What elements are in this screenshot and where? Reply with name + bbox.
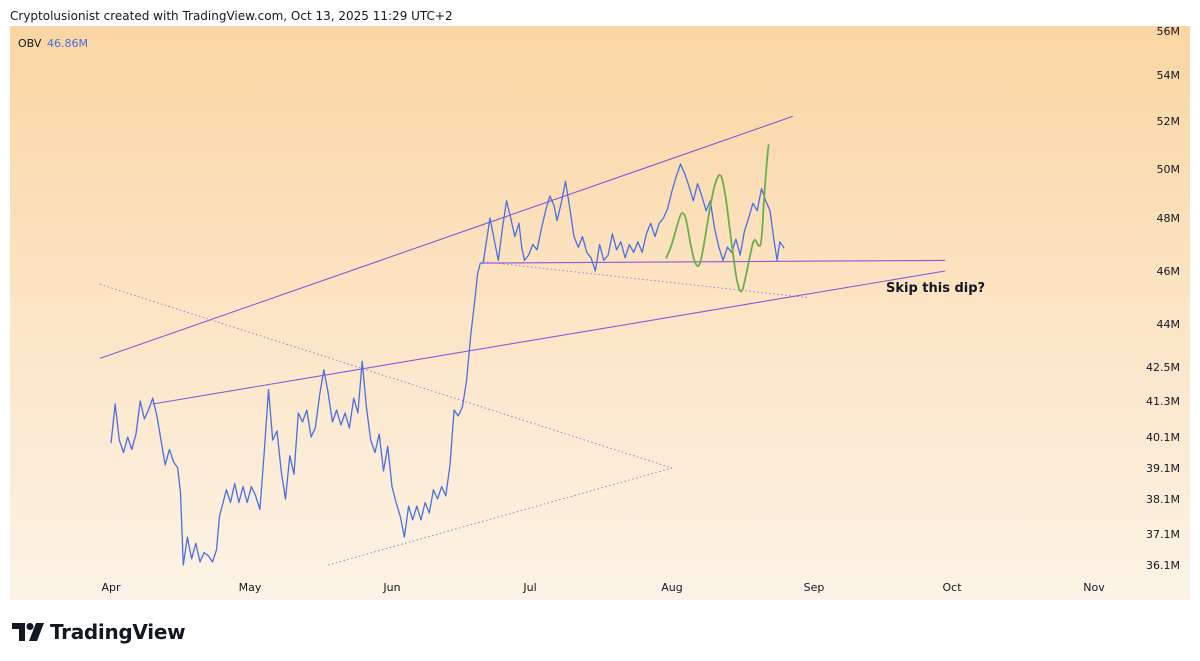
legend-series-name: OBV	[18, 37, 42, 50]
y-tick-label: 36.1M	[1146, 559, 1180, 572]
trendline-3	[483, 259, 946, 264]
tradingview-logo-icon	[12, 623, 44, 641]
y-tick-label: 44M	[1157, 318, 1181, 331]
y-tick-label: 42.5M	[1146, 361, 1180, 374]
y-tick-label: 38.1M	[1146, 493, 1180, 506]
chart-area[interactable]: 36.1M 37.1M 38.1M 39.1M 40.1M 41.3M 42.5M 44M 46…	[10, 26, 1190, 600]
y-tick-label: 48M	[1157, 212, 1181, 225]
y-tick-label: 54M	[1157, 69, 1181, 82]
obv-chart[interactable]: 36.1M 37.1M 38.1M 39.1M 40.1M 41.3M 42.5M 44M 46…	[10, 26, 1190, 600]
y-tick-label: 37.1M	[1146, 528, 1180, 541]
x-tick-label: Oct	[942, 581, 962, 594]
y-tick-label: 39.1M	[1146, 462, 1180, 475]
tradingview-brand: TradingView	[12, 618, 186, 646]
y-tick-label: 41.3M	[1146, 395, 1180, 408]
y-tick-label: 46M	[1157, 265, 1181, 278]
x-tick-label: Sep	[804, 581, 825, 594]
trendline-1	[99, 115, 793, 359]
x-tick-label: Aug	[661, 581, 682, 594]
x-tick-label: Nov	[1083, 581, 1105, 594]
y-tick-label: 40.1M	[1146, 431, 1180, 444]
x-tick-label: May	[239, 581, 262, 594]
obv-series-line	[110, 163, 785, 566]
chart-annotation: Skip this dip?	[886, 281, 985, 296]
y-tick-label: 50M	[1157, 163, 1181, 176]
legend-current-value: 46.86M	[47, 37, 88, 50]
trendline-2	[152, 270, 946, 405]
y-tick-label: 56M	[1157, 26, 1181, 38]
tradingview-wordmark: TradingView	[50, 620, 186, 644]
chart-background	[10, 26, 1190, 600]
chart-attribution: Cryptolusionist created with TradingView…	[10, 9, 453, 23]
x-tick-label: Jun	[382, 581, 400, 594]
sketch-projection-line	[665, 144, 770, 293]
y-tick-label: 52M	[1157, 115, 1181, 128]
x-tick-label: Jul	[522, 581, 536, 594]
x-tick-label: Apr	[101, 581, 121, 594]
dotted-guide-line-1	[99, 283, 673, 469]
